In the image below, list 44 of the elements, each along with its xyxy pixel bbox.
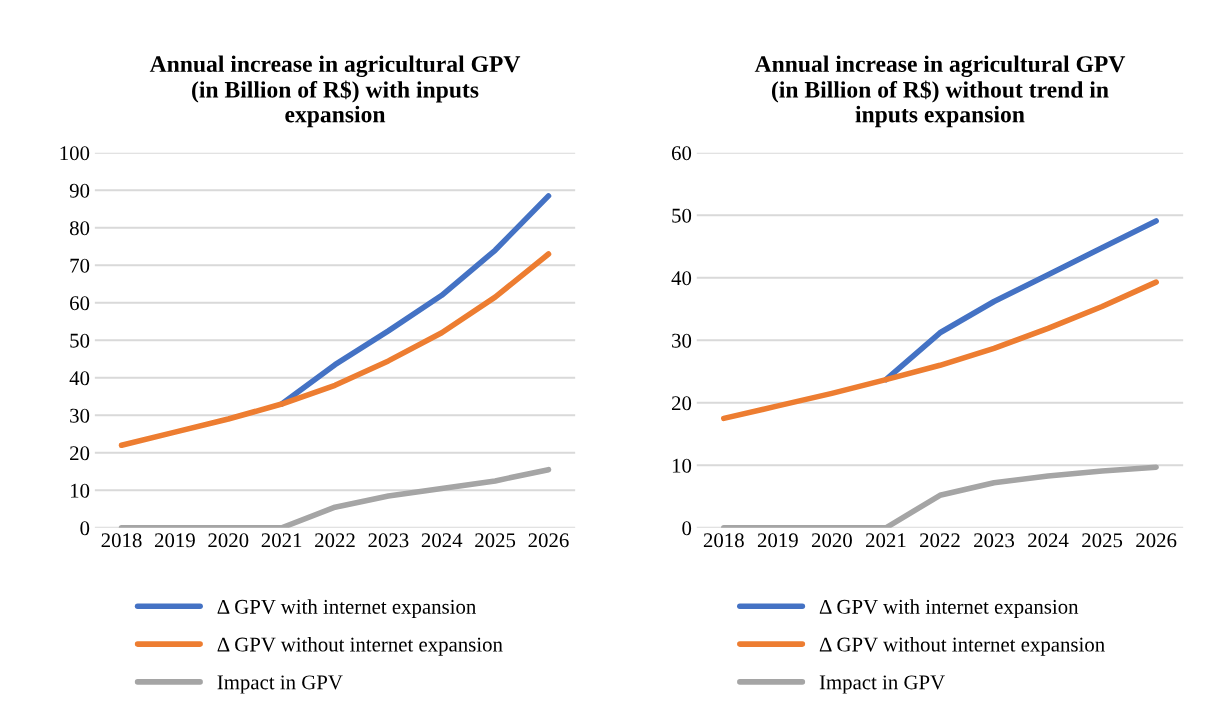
x-tick-label: 2023 xyxy=(368,533,409,548)
x-tick-label: 2026 xyxy=(528,533,569,548)
x-tick-label: 2018 xyxy=(703,533,744,548)
y-tick-label: 30 xyxy=(672,333,692,348)
x-tick-label: 2025 xyxy=(475,533,516,548)
x-tick-label: 2021 xyxy=(866,533,906,548)
y-tick-label: 10 xyxy=(70,483,90,498)
x-tick-label: 2020 xyxy=(811,533,852,548)
legend-label: Impact in GPV xyxy=(217,675,343,694)
x-tick-label: 2020 xyxy=(208,533,249,548)
x-tick-label: 2024 xyxy=(421,533,463,548)
y-tick-label: 0 xyxy=(682,521,692,536)
x-tick-label: 2025 xyxy=(1082,533,1123,548)
y-tick-label: 90 xyxy=(69,183,90,198)
x-tick-label: 2022 xyxy=(920,533,960,548)
y-tick-label: 40 xyxy=(671,271,692,286)
x-tick-label: 2021 xyxy=(261,533,302,548)
y-tick-label: 20 xyxy=(671,396,692,411)
y-tick-label: 50 xyxy=(70,333,90,348)
y-tick-label: 70 xyxy=(70,258,90,273)
legend-label: Δ GPV with internet expansion xyxy=(819,599,1079,619)
legend-label: Δ GPV without internet expansion xyxy=(217,636,503,656)
y-tick-label: 80 xyxy=(69,221,90,236)
y-tick-label: 60 xyxy=(671,146,692,161)
x-tick-label: 2022 xyxy=(315,533,355,548)
legend-label: Δ GPV without internet expansion xyxy=(819,636,1105,656)
legend-label: Impact in GPV xyxy=(819,675,945,694)
y-tick-label: 100 xyxy=(60,146,90,161)
y-tick-label: 30 xyxy=(70,408,90,423)
x-tick-label: 2026 xyxy=(1136,533,1177,548)
y-tick-label: 60 xyxy=(70,296,90,311)
y-tick-label: 50 xyxy=(672,208,692,223)
x-tick-label: 2023 xyxy=(974,533,1015,548)
x-tick-label: 2024 xyxy=(1028,533,1069,548)
chart-title: Annual increase in agricultural GPV (in Billion of R$) with inputs expansion xyxy=(149,55,521,128)
x-tick-label: 2018 xyxy=(101,533,142,548)
x-tick-label: 2019 xyxy=(154,533,195,548)
legend-label: Δ GPV with internet expansion xyxy=(217,599,476,619)
y-tick-label: 40 xyxy=(69,371,90,386)
y-tick-label: 10 xyxy=(672,458,692,473)
y-tick-label: 20 xyxy=(70,446,90,461)
y-tick-label: 0 xyxy=(80,521,90,536)
x-tick-label: 2019 xyxy=(757,533,798,548)
chart-title: Annual increase in agricultural GPV (in Billion of R$) without trend in inputs expansion xyxy=(754,55,1126,128)
